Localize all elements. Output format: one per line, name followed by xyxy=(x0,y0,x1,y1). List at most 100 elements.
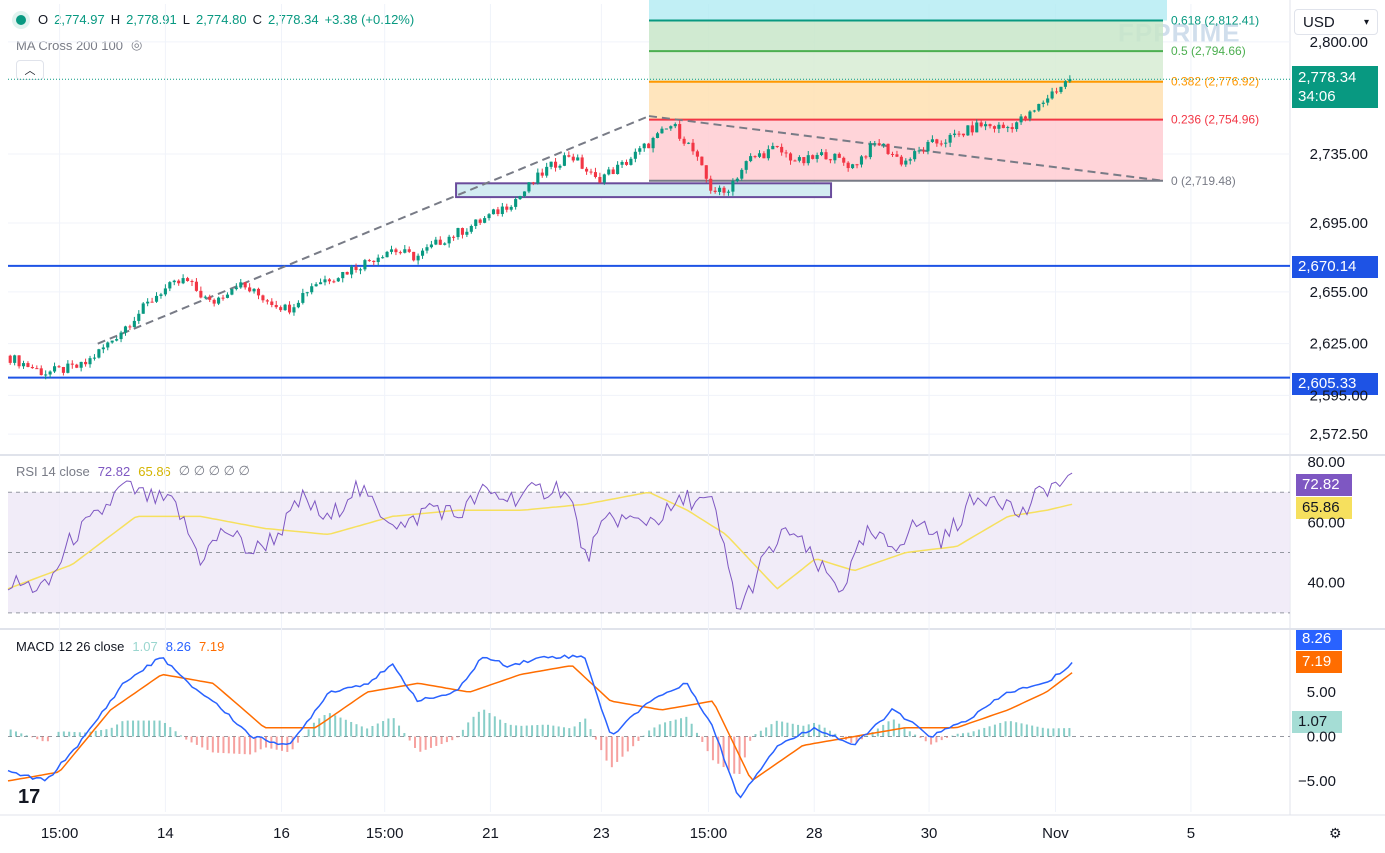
macd-histogram-bar xyxy=(594,736,597,740)
macd-histogram-bar xyxy=(632,736,635,747)
x-tick-label: 15:00 xyxy=(41,825,79,842)
candle-body xyxy=(957,133,961,135)
macd-histogram-bar xyxy=(211,736,214,753)
macd-histogram-bar xyxy=(339,717,342,737)
candle-body xyxy=(199,290,203,298)
macd-histogram-bar xyxy=(642,735,645,737)
macd-histogram-bar xyxy=(781,721,784,737)
candle-body xyxy=(1028,111,1032,119)
candle-body xyxy=(576,157,580,161)
macd-histogram-bar xyxy=(711,736,714,761)
macd-tag: 8.26 xyxy=(1296,628,1342,650)
candle-body xyxy=(886,143,890,154)
macd-y-tick-label: 0.00 xyxy=(1307,729,1336,746)
macd-histogram-bar xyxy=(116,724,119,737)
candle-body xyxy=(350,266,354,275)
candle-body xyxy=(256,288,261,296)
macd-histogram-bar xyxy=(382,721,385,737)
y-tick-label: 2,800.00 xyxy=(1310,34,1368,51)
candle-body xyxy=(797,157,801,161)
candle-body xyxy=(500,206,504,215)
candle-body xyxy=(319,282,323,285)
candle-body xyxy=(540,172,544,176)
candle-body xyxy=(270,301,274,305)
macd-histogram-bar xyxy=(179,735,182,737)
candle-body xyxy=(252,288,256,292)
candle-body xyxy=(132,320,136,328)
macd-histogram-bar xyxy=(376,723,379,737)
macd-histogram-bar xyxy=(334,715,337,737)
candle-body xyxy=(638,148,642,152)
candle-body xyxy=(57,366,61,368)
macd-histogram-bar xyxy=(1015,722,1018,737)
candle-body xyxy=(310,286,314,293)
countdown-value: 34:06 xyxy=(1298,88,1336,105)
candle-body xyxy=(953,133,957,135)
currency-select[interactable]: USD ▾ xyxy=(1294,9,1378,35)
macd-histogram-bar xyxy=(653,727,656,737)
macd-line xyxy=(7,654,1073,799)
macd-histogram-bar xyxy=(717,736,720,764)
x-tick-label: 15:00 xyxy=(366,825,404,842)
macd-histogram-bar xyxy=(440,736,443,745)
candle-body xyxy=(243,282,247,288)
candle-body xyxy=(815,154,819,159)
candle-body xyxy=(53,366,57,372)
rsi-legend[interactable]: RSI 14 close 72.82 65.86 ∅ ∅ ∅ ∅ ∅ xyxy=(16,463,250,479)
rsi-ma-tag: 65.86 xyxy=(1296,497,1352,519)
macd-histogram-bar xyxy=(227,736,230,754)
macd-histogram-bar xyxy=(126,720,129,737)
macd-histogram-bar xyxy=(392,718,395,737)
macd-histogram-bar xyxy=(568,728,571,737)
candle-body xyxy=(341,271,345,279)
macd-histogram-bar xyxy=(483,709,486,737)
candle-body xyxy=(354,266,358,270)
candle-body xyxy=(718,187,722,192)
candle-body xyxy=(491,209,496,215)
live-status-icon xyxy=(16,14,26,25)
fib-level-label: 0.236 (2,754.96) xyxy=(1171,113,1259,127)
eye-hidden-icon[interactable]: ◎ xyxy=(130,37,143,52)
candle-body xyxy=(177,280,181,284)
ma-indicator-label[interactable]: MA Cross 200 100 ◎ xyxy=(16,37,142,53)
candle-body xyxy=(802,157,806,164)
candle-body xyxy=(389,249,394,252)
macd-signal-value: 7.19 xyxy=(199,639,225,654)
macd-histogram-bar xyxy=(621,736,624,757)
macd-histogram-bar xyxy=(366,728,369,737)
macd-histogram-bar xyxy=(201,736,204,748)
fib-level-label: 0.5 (2,794.66) xyxy=(1171,44,1246,58)
x-tick-label: 5 xyxy=(1187,825,1195,842)
macd-legend[interactable]: MACD 12 26 close 1.07 8.26 7.19 xyxy=(16,639,224,654)
settings-gear-icon[interactable]: ⚙ xyxy=(1329,825,1342,841)
candle-body xyxy=(1063,81,1067,87)
candle-body xyxy=(571,156,575,161)
candle-body xyxy=(1050,91,1054,99)
candle-body xyxy=(88,358,92,365)
candle-body xyxy=(984,124,988,127)
macd-histogram-bar xyxy=(605,736,608,761)
macd-histogram-bar xyxy=(429,736,432,748)
y-tick-label: 2,595.00 xyxy=(1310,387,1368,404)
macd-histogram-bar xyxy=(983,727,986,737)
candle-body xyxy=(425,247,429,251)
candle-body xyxy=(580,157,584,169)
candle-body xyxy=(496,209,500,215)
candle-body xyxy=(598,176,602,183)
macd-histogram-bar xyxy=(722,736,725,768)
fib-level-label: 0.618 (2,812.41) xyxy=(1171,14,1259,28)
candle-body xyxy=(474,219,478,227)
macd-histogram-bar xyxy=(233,736,236,754)
candle-body xyxy=(669,126,673,129)
macd-histogram-bar xyxy=(940,736,943,741)
x-tick-label: 15:00 xyxy=(690,825,728,842)
candle-body xyxy=(141,303,145,314)
macd-histogram-bar xyxy=(610,736,613,768)
candle-body xyxy=(376,257,380,263)
macd-y-tick-label: 5.00 xyxy=(1307,684,1336,701)
macd-histogram-bar xyxy=(238,736,241,754)
candle-body xyxy=(358,269,363,271)
macd-histogram-bar xyxy=(573,726,576,737)
close-label: C xyxy=(252,12,262,27)
